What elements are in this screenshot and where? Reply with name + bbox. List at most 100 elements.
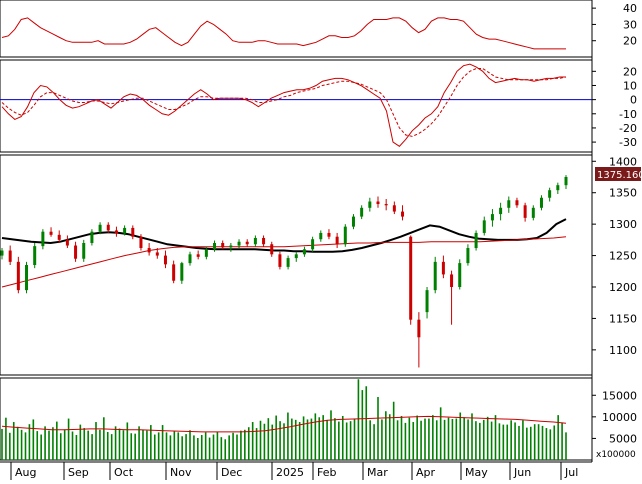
panel-frame-3 [0, 154, 593, 376]
candle-body [302, 249, 306, 255]
y-tick-label: 1200 [609, 281, 637, 294]
candle-body [16, 261, 20, 291]
y-tick-label: 5000 [609, 432, 637, 445]
x-tick-label: Apr [416, 466, 436, 479]
candle-body [204, 249, 208, 257]
candle-body [343, 226, 347, 245]
candle-body [221, 243, 225, 248]
candle-body [114, 230, 118, 234]
x-tick-label: Jul [564, 466, 578, 479]
candle-body [139, 236, 143, 249]
x-tick-label: 2025 [276, 466, 304, 479]
candle-body [319, 232, 323, 240]
last-price-badge: 1375.160 [595, 167, 642, 181]
candle-body [499, 207, 503, 215]
candle-body [196, 254, 200, 257]
panel-frames [0, 0, 593, 462]
candle-body [147, 248, 151, 253]
candle-body [65, 239, 69, 246]
candle-body [360, 207, 364, 217]
candle-body [531, 207, 535, 218]
y-tick-label: 1150 [609, 312, 637, 325]
x-axis: Aug Sep Oct Nov Dec 2025 Feb Mar Apr May Jun Jul [0, 461, 592, 480]
x-tick-label: Feb [317, 466, 336, 479]
last-price-badge-bg [595, 167, 641, 181]
candle-body [90, 231, 94, 243]
y-tick-label: 1250 [609, 250, 637, 263]
y-tick-label: 1350 [609, 187, 637, 200]
oscillator-top-line [1, 17, 566, 50]
oscillator-top-panel [1, 17, 566, 50]
oscillator-middle-panel [0, 63, 592, 147]
x-tick-label: Aug [15, 466, 36, 479]
candle-body [548, 190, 552, 198]
candle-body [539, 197, 543, 208]
x-tick-label: Nov [170, 466, 192, 479]
candle-body [392, 205, 396, 212]
candle-body [523, 205, 527, 218]
candle-body [8, 250, 12, 262]
panel-frame-2 [0, 59, 593, 153]
candle-body [507, 200, 511, 208]
price-panel [0, 175, 568, 368]
y-tick-label: -20 [619, 122, 637, 135]
candle-body [376, 201, 380, 205]
candle-body [278, 254, 282, 267]
x-tick-label: Sep [68, 466, 89, 479]
candle-body [33, 246, 37, 265]
y-tick-label: 30 [623, 18, 637, 31]
candle-body [213, 243, 217, 250]
x-tick-label: Dec [221, 466, 242, 479]
candle-body [270, 244, 274, 255]
candle-body [482, 220, 486, 233]
volume-unit-label: x100000 [596, 450, 636, 460]
y-tick-label: 1300 [609, 218, 637, 231]
candle-body [180, 263, 184, 281]
x-tick-label: Jun [513, 466, 531, 479]
x-tick-label: Oct [114, 466, 134, 479]
ma-long-line [1, 236, 567, 288]
y-tick-label: 1100 [609, 344, 637, 357]
candle-body [409, 236, 413, 320]
panel-frame-1 [0, 0, 593, 58]
y-axes: 203040-30-20-100102011001150120012501300… [592, 2, 637, 445]
candle-body [82, 243, 86, 259]
candle-body [490, 214, 494, 221]
candle-body [515, 200, 519, 206]
oscillator-line [1, 63, 566, 147]
candle-body [172, 264, 176, 281]
candle-body [74, 245, 78, 259]
candle-body [450, 274, 454, 287]
candle-body [229, 245, 233, 248]
candle-body [57, 234, 61, 240]
candle-body [155, 252, 159, 256]
candle-body [98, 224, 102, 232]
candle-body [294, 254, 298, 259]
candle-body [384, 204, 388, 206]
candle-body [351, 216, 355, 227]
x-tick-label: Mar [367, 466, 388, 479]
y-tick-label: 1400 [609, 155, 637, 168]
candle-body [0, 250, 4, 256]
y-tick-label: 20 [623, 65, 637, 78]
last-price-label: 1375.160 [597, 170, 642, 181]
y-tick-label: 10000 [602, 411, 637, 424]
candle-body [401, 211, 405, 217]
y-tick-label: 40 [623, 2, 637, 15]
candle-body [262, 237, 266, 245]
volume-panel [1, 379, 567, 460]
y-tick-label: 0 [630, 94, 637, 107]
candle-body [237, 241, 241, 246]
candle-body [245, 241, 249, 245]
candle-body [163, 255, 167, 265]
signal-line [1, 68, 567, 137]
candle-body [441, 261, 445, 275]
candle-body [433, 261, 437, 291]
volume-average-line [1, 415, 567, 433]
x-tick-label: May [465, 466, 488, 479]
candle-body [556, 185, 560, 191]
y-tick-label: -10 [619, 108, 637, 121]
candle-body [368, 201, 372, 208]
candle-body [425, 290, 429, 313]
